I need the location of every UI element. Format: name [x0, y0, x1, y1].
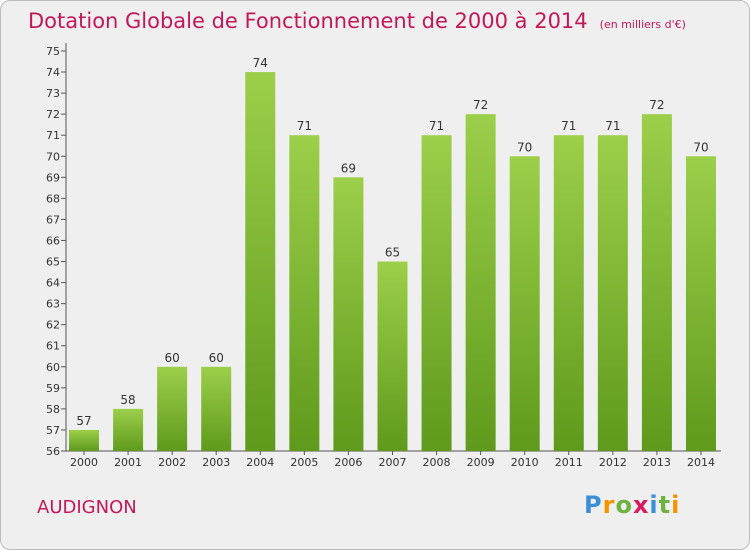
data-label-2004: 74 — [253, 56, 268, 70]
y-tick-label: 66 — [46, 234, 60, 247]
data-label-2012: 71 — [605, 119, 620, 133]
bars — [69, 72, 716, 452]
y-tick-label: 65 — [46, 256, 60, 269]
x-tick-label: 2014 — [687, 456, 715, 469]
x-tick-label: 2001 — [114, 456, 142, 469]
x-tick-label: 2002 — [158, 456, 186, 469]
data-label-2005: 71 — [297, 119, 312, 133]
y-tick-label: 75 — [46, 45, 60, 58]
bar-2012 — [597, 135, 628, 452]
x-tick-label: 2009 — [467, 456, 495, 469]
y-tick-label: 64 — [46, 277, 60, 290]
data-label-2009: 72 — [473, 98, 488, 112]
y-tick-label: 62 — [46, 319, 60, 332]
axes: 56 57 58 59 60 61 62 63 64 65 66 67 68 69 70 71 72 73 74 75… — [46, 43, 721, 469]
bar-2011 — [553, 135, 584, 452]
data-label-2013: 72 — [649, 98, 664, 112]
chart-title: Dotation Globale de Fonctionnement de 20… — [28, 9, 686, 33]
data-label-2000: 57 — [76, 414, 91, 428]
x-tick-label: 2006 — [334, 456, 362, 469]
y-tick-label: 63 — [46, 298, 60, 311]
bar-2001 — [113, 408, 144, 451]
bar-2014 — [685, 156, 716, 451]
x-tick-label: 2008 — [423, 456, 451, 469]
bar-2008 — [421, 135, 452, 452]
data-label-2011: 71 — [561, 119, 576, 133]
y-tick-label: 70 — [46, 150, 60, 163]
bar-2007 — [377, 261, 408, 451]
x-tick-label: 2010 — [511, 456, 539, 469]
x-tick-label: 2004 — [246, 456, 274, 469]
y-tick-label: 57 — [46, 424, 60, 437]
y-tick-label: 60 — [46, 361, 60, 374]
x-tick-label: 2005 — [290, 456, 318, 469]
x-tick-label: 2003 — [202, 456, 230, 469]
data-label-2002: 60 — [164, 351, 179, 365]
bar-2002 — [157, 366, 188, 451]
bar-2004 — [245, 72, 276, 451]
data-label-2008: 71 — [429, 119, 444, 133]
x-tick-label: 2011 — [555, 456, 583, 469]
y-tick-label: 59 — [46, 382, 60, 395]
proxiti-logo: Proxiti — [584, 491, 681, 519]
bar-2005 — [289, 135, 320, 452]
y-tick-label: 73 — [46, 87, 60, 100]
bar-2010 — [509, 156, 540, 451]
bar-2013 — [641, 114, 672, 451]
title-text: Dotation Globale de Fonctionnement de 20… — [28, 9, 588, 33]
x-tick-label: 2007 — [378, 456, 406, 469]
commune-name: AUDIGNON — [37, 497, 137, 518]
data-label-2006: 69 — [341, 161, 356, 175]
x-tick-label: 2012 — [599, 456, 627, 469]
y-tick-label: 56 — [46, 445, 60, 458]
bar-2003 — [201, 366, 232, 451]
x-tick-label: 2000 — [70, 456, 98, 469]
y-tick-label: 72 — [46, 108, 60, 121]
bar-2006 — [333, 177, 364, 451]
unit-label: (en milliers d'€) — [599, 18, 686, 31]
data-label-2001: 58 — [120, 393, 135, 407]
y-tick-label: 69 — [46, 171, 60, 184]
y-tick-label: 68 — [46, 192, 60, 205]
data-labels: 57 58 60 60 74 71 69 65 71 72 70 71 71 72 70 — [76, 56, 708, 428]
data-label-2014: 70 — [693, 140, 708, 154]
bar-2000 — [69, 429, 99, 451]
x-tick-label: 2013 — [643, 456, 671, 469]
y-tick-label: 74 — [46, 66, 60, 79]
data-label-2007: 65 — [385, 246, 400, 260]
y-tick-label: 58 — [46, 403, 60, 416]
data-label-2003: 60 — [209, 351, 224, 365]
data-label-2010: 70 — [517, 140, 532, 154]
bar-2009 — [465, 114, 496, 451]
y-tick-label: 71 — [46, 129, 60, 142]
y-tick-label: 61 — [46, 340, 60, 353]
y-tick-label: 67 — [46, 213, 60, 226]
